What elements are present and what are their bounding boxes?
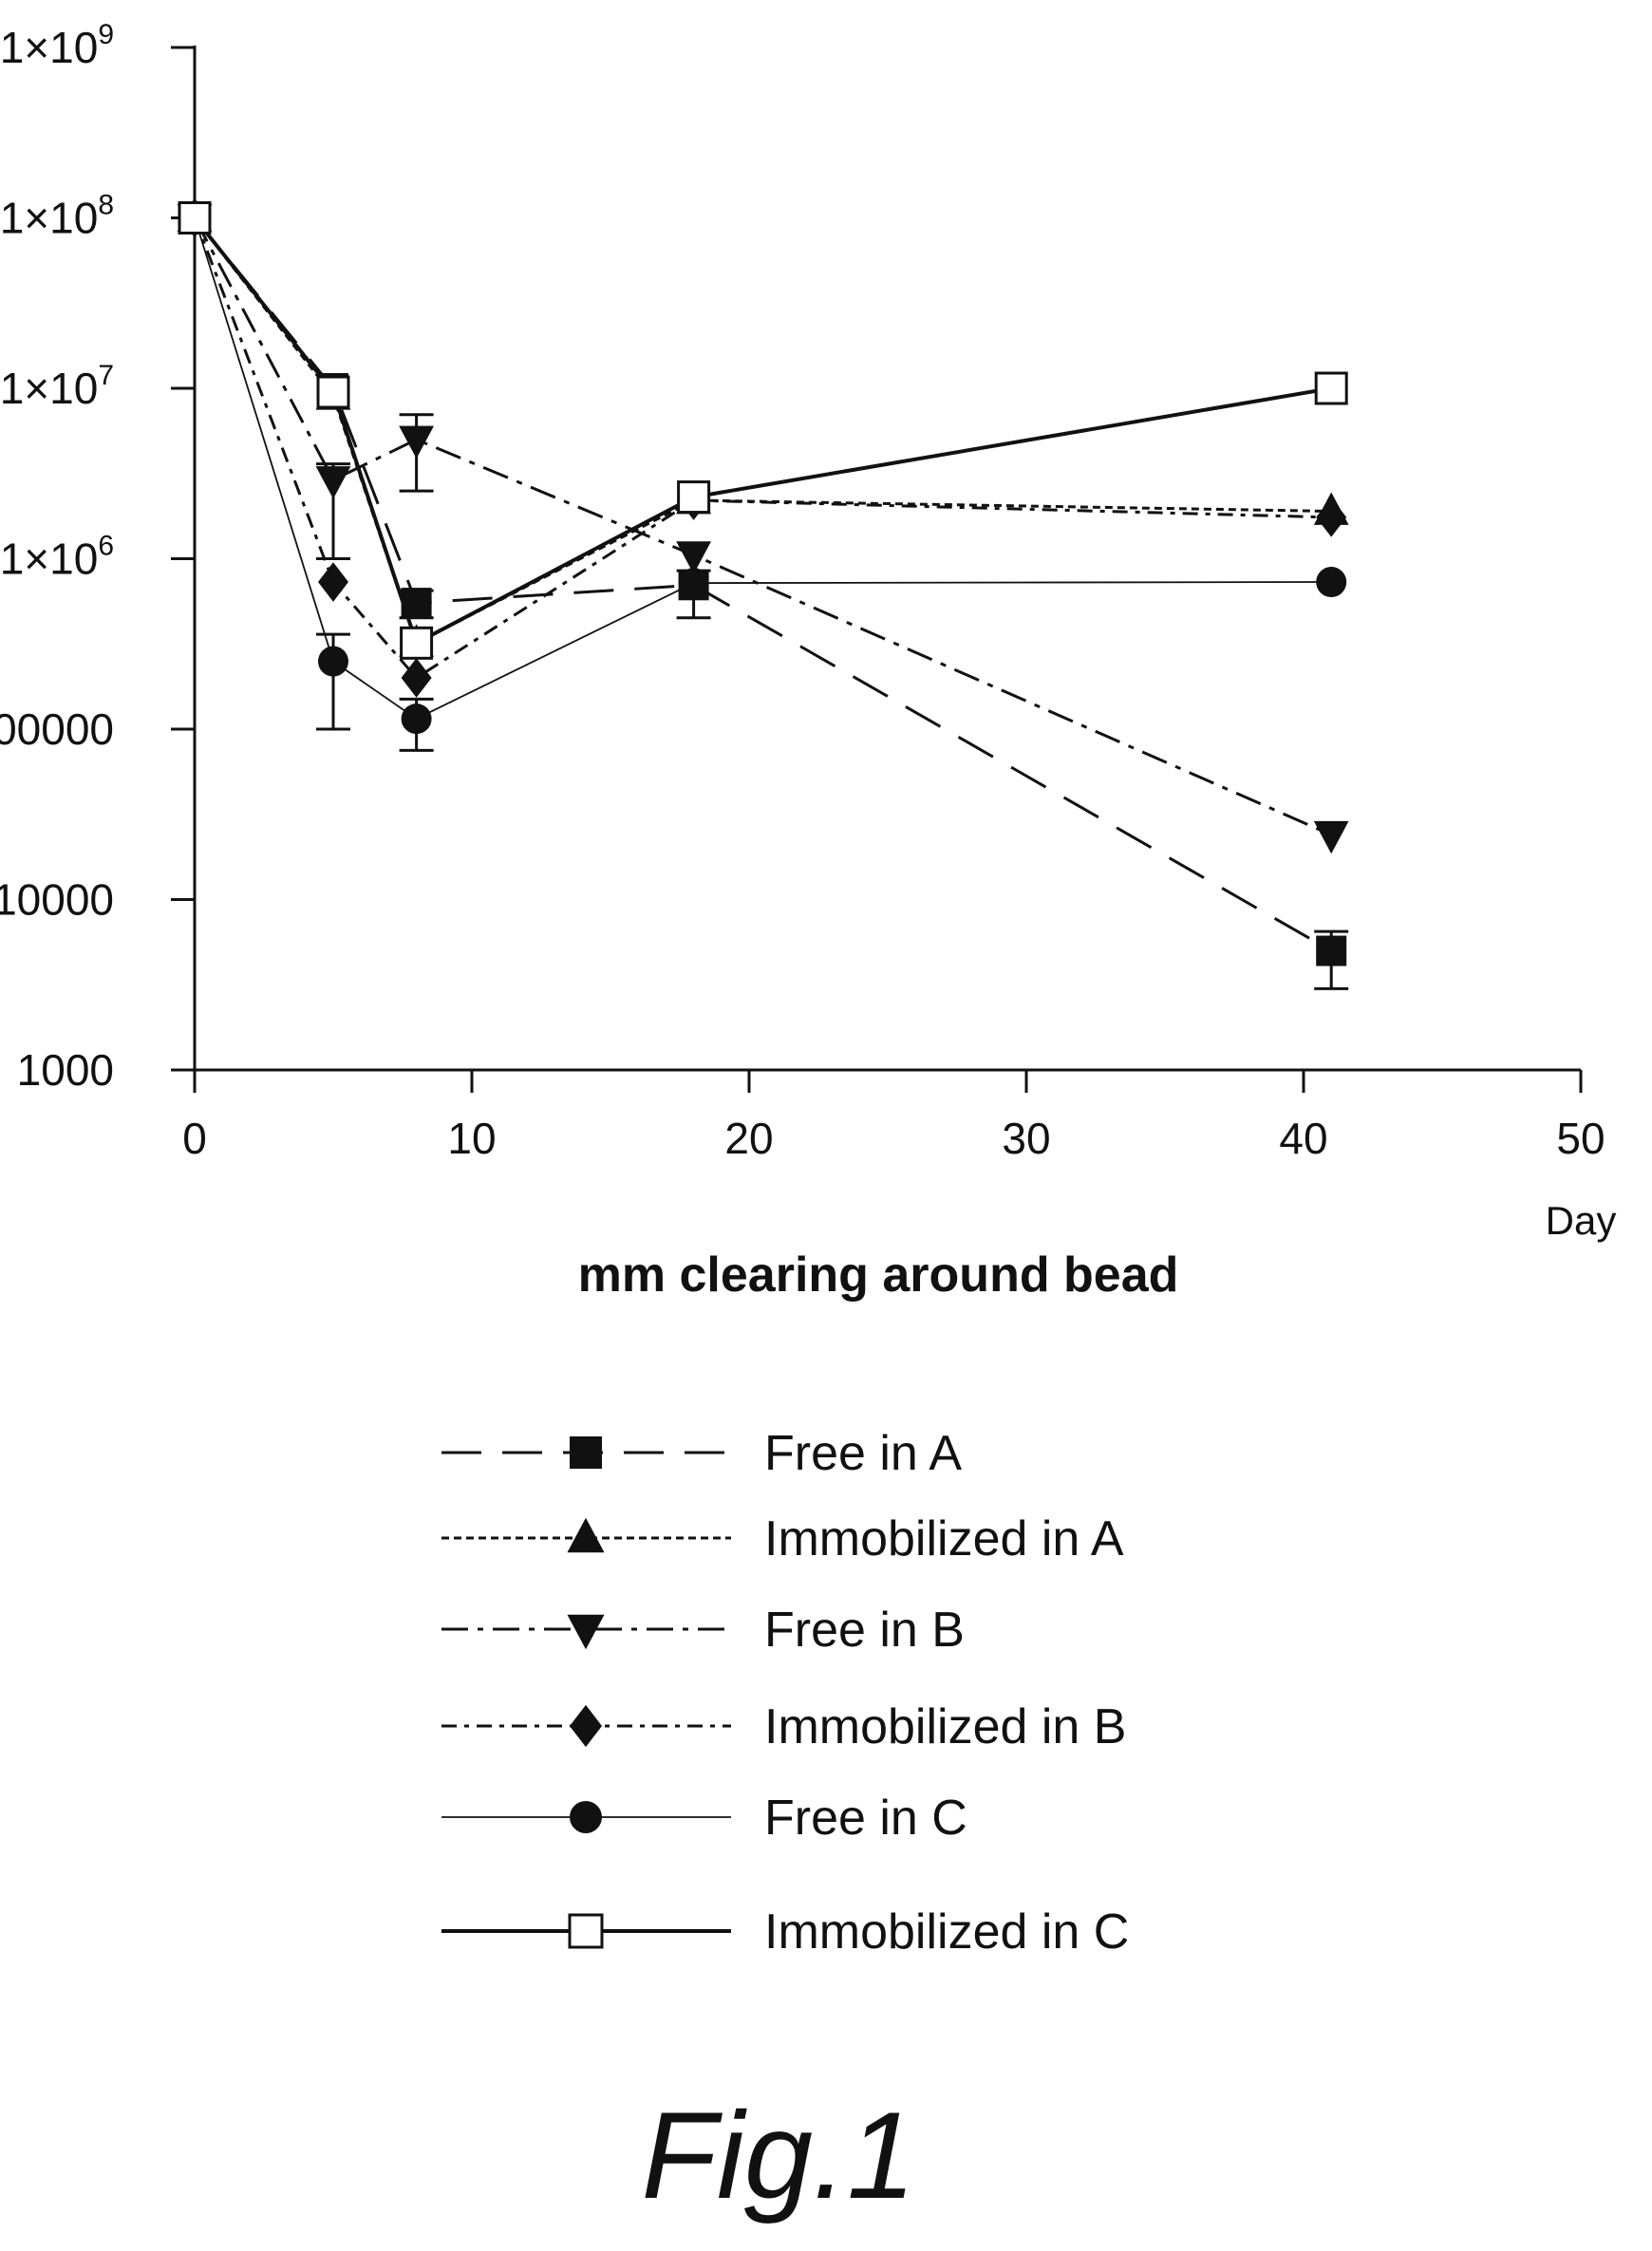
series-free-in-a: [179, 202, 1349, 990]
y-tick-exponent: 7: [98, 360, 114, 391]
marker-circle-filled: [1316, 567, 1347, 598]
legend-entry: Immobilized in C: [441, 1904, 1129, 1960]
legend-entry: Immobilized in B: [441, 1699, 1126, 1754]
series-line: [193, 216, 1332, 836]
plot-area: [177, 197, 1349, 990]
x-axis-unit-label: Day: [1546, 1198, 1617, 1243]
marker-square-filled: [570, 1436, 602, 1469]
series-line: [193, 216, 1332, 646]
x-tick-label: 30: [1002, 1114, 1050, 1163]
x-tick-label: 40: [1279, 1114, 1327, 1163]
legend-label: Free in B: [764, 1603, 965, 1658]
legend-label: Immobilized in C: [764, 1904, 1129, 1960]
marker-triangle-down: [676, 541, 711, 574]
y-tick-mantissa: 1×10: [0, 23, 98, 72]
x-tick-label: 20: [724, 1114, 773, 1163]
marker-triangle-down: [399, 425, 434, 460]
series-line: [193, 216, 1332, 952]
marker-circle-filled: [570, 1801, 602, 1833]
axes: [171, 46, 1581, 1072]
y-tick-mantissa: 1×10: [0, 535, 98, 584]
marker-square-filled: [1316, 935, 1347, 966]
marker-triangle-down: [567, 1614, 605, 1650]
marker-diamond: [401, 658, 432, 698]
y-tick-label: 1×109: [0, 19, 114, 72]
x-tick-label: 50: [1556, 1114, 1605, 1163]
legend-entry: Immobilized in A: [441, 1511, 1124, 1566]
legend-label: Immobilized in A: [764, 1511, 1124, 1566]
series-line: [193, 216, 1332, 645]
legend-entry: Free in B: [441, 1603, 965, 1658]
marker-square-open: [178, 201, 212, 234]
marker-square-open: [1314, 371, 1348, 405]
marker-square-open: [677, 480, 711, 515]
x-axis-title: mm clearing around bead: [578, 1247, 1179, 1303]
y-tick-mantissa: 1×10: [0, 194, 98, 243]
legend-entry: Free in C: [441, 1791, 967, 1846]
y-tick-label: 1000: [17, 1045, 114, 1095]
series-free-in-c: [179, 202, 1347, 752]
y-tick-exponent: 9: [98, 19, 114, 50]
y-tick-label: 1×106: [0, 531, 114, 584]
marker-circle-filled: [318, 646, 348, 677]
legend-label: Immobilized in B: [764, 1699, 1126, 1754]
legend-entry: Free in A: [441, 1426, 962, 1481]
marker-square-open: [568, 1913, 604, 1949]
y-tick-mantissa: 1×10: [0, 364, 98, 413]
y-tick-label: 1×108: [0, 190, 114, 243]
y-tick-label: 10000: [0, 875, 114, 925]
marker-circle-filled: [678, 568, 709, 599]
series-immobilized-in-a: [177, 198, 1349, 657]
series-line: [193, 216, 1332, 680]
marker-diamond: [1316, 497, 1347, 537]
series-immobilized-in-c: [178, 201, 1348, 660]
x-tick-label: 0: [182, 1114, 207, 1163]
marker-diamond: [570, 1704, 602, 1748]
legend: Free in A Immobilized in A Free in B Immobi…: [441, 1426, 1129, 1960]
y-tick-exponent: 6: [98, 531, 114, 562]
marker-circle-filled: [401, 703, 432, 735]
legend-label: Free in A: [764, 1426, 962, 1481]
y-tick-exponent: 8: [98, 190, 114, 221]
legend-label: Free in C: [764, 1791, 967, 1846]
marker-triangle-down: [1313, 820, 1349, 854]
y-tick-label: 100000: [0, 704, 114, 754]
marker-triangle-down: [315, 466, 351, 499]
marker-diamond: [318, 562, 348, 602]
y-tick-label: 1×107: [0, 360, 114, 413]
series-free-in-b: [177, 204, 1349, 854]
x-tick-label: 10: [447, 1114, 496, 1163]
series-immobilized-in-b: [179, 197, 1347, 698]
marker-triangle-up: [567, 1517, 605, 1553]
marker-square-open: [400, 626, 434, 660]
x-axis-ticks: 0 10 20 30 40 50: [182, 1070, 1605, 1163]
marker-square-open: [316, 375, 350, 409]
figure-caption: Fig.1: [641, 2086, 915, 2224]
